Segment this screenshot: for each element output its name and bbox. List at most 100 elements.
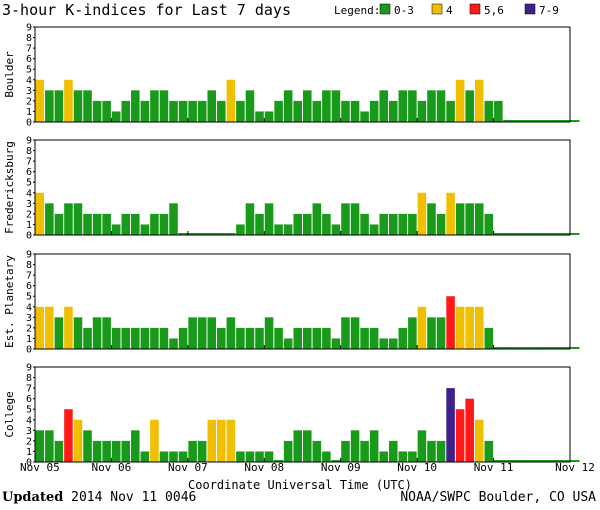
updated-label: Updated — [2, 490, 64, 505]
bar — [54, 213, 64, 235]
bar-zero — [570, 460, 580, 462]
bar — [379, 338, 388, 349]
bar — [255, 327, 264, 349]
bar — [484, 327, 494, 349]
bar-zero — [522, 460, 532, 462]
bar-zero — [531, 460, 542, 462]
bar — [455, 79, 465, 122]
bar — [111, 327, 121, 349]
bar — [465, 398, 474, 462]
bar — [408, 213, 417, 235]
bar-zero — [503, 120, 513, 122]
bar — [45, 430, 54, 462]
bar — [264, 317, 274, 349]
bar-zero — [541, 460, 551, 462]
bar — [64, 203, 73, 235]
bar — [54, 317, 64, 349]
bar — [312, 100, 322, 122]
y-tick-label: 0 — [26, 118, 32, 129]
bar-zero — [512, 233, 523, 235]
bar — [388, 338, 398, 349]
bar — [217, 327, 226, 349]
bar — [92, 440, 102, 462]
bar — [484, 100, 494, 122]
bar — [169, 451, 178, 462]
bar — [54, 440, 64, 462]
bar — [45, 90, 54, 122]
bar-zero — [178, 233, 188, 235]
bar-zero — [226, 233, 236, 235]
panel-frame — [34, 253, 571, 350]
bar — [45, 306, 54, 349]
bar — [159, 90, 169, 122]
bar — [140, 224, 150, 235]
y-tick-label: 5 — [26, 65, 32, 76]
legend-swatch-2 — [469, 3, 481, 15]
bar-zero — [560, 460, 570, 462]
bar — [427, 440, 436, 462]
bar-zero — [570, 347, 580, 349]
updated-value: 2014 Nov 11 0046 — [71, 490, 197, 505]
y-tick-label: 3 — [26, 199, 32, 210]
y-tick-label: 8 — [26, 146, 32, 157]
y-tick-label: 6 — [26, 54, 32, 65]
bar — [293, 327, 302, 349]
bar — [465, 306, 474, 349]
bar — [255, 213, 264, 235]
bar — [360, 213, 369, 235]
bar-zero — [273, 460, 284, 462]
panel-label: Boulder — [3, 51, 16, 98]
bar — [331, 224, 341, 235]
bar — [264, 203, 274, 235]
x-tick-label: Nov 10 — [397, 461, 437, 474]
bar — [293, 213, 302, 235]
bar — [283, 440, 293, 462]
bar-zero — [503, 347, 513, 349]
x-axis-label: Coordinate Universal Time (UTC) — [188, 478, 412, 492]
x-tick-label: Nov 11 — [474, 461, 514, 474]
bar — [121, 213, 131, 235]
bar — [140, 100, 150, 122]
bar — [360, 111, 369, 122]
bar — [427, 90, 436, 122]
legend: Legend: 0-3 4 5,6 7-9 — [334, 3, 559, 17]
bar — [417, 306, 427, 349]
bar — [150, 419, 159, 462]
y-tick-label: 7 — [26, 157, 32, 168]
bar — [455, 306, 465, 349]
bar — [73, 90, 83, 122]
bar — [293, 100, 302, 122]
bar — [350, 317, 360, 349]
bar — [322, 213, 331, 235]
bar — [245, 90, 255, 122]
bar — [140, 451, 150, 462]
bar-zero — [216, 233, 227, 235]
bar — [207, 419, 217, 462]
bar — [92, 213, 102, 235]
x-tick-label: Nov 05 — [20, 461, 60, 474]
bar-zero — [197, 233, 207, 235]
bar-zero — [560, 233, 570, 235]
y-tick-label: 2 — [26, 96, 32, 107]
bar — [35, 192, 45, 235]
panel-frame — [34, 139, 571, 236]
bar — [150, 213, 159, 235]
bar — [398, 213, 408, 235]
bar — [474, 306, 484, 349]
updated-line: Updated 2014 Nov 11 0046 — [2, 490, 196, 505]
bar-zero — [503, 460, 513, 462]
bar — [121, 327, 131, 349]
bar — [474, 203, 484, 235]
y-tick-label: 9 — [26, 363, 32, 374]
bar — [369, 100, 379, 122]
bar — [369, 430, 379, 462]
bar — [322, 90, 331, 122]
bar — [131, 213, 140, 235]
bar-zero — [570, 233, 580, 235]
bar — [427, 203, 436, 235]
y-tick-label: 6 — [26, 281, 32, 292]
y-tick-label: 7 — [26, 271, 32, 282]
bar — [54, 90, 64, 122]
bar — [111, 111, 121, 122]
